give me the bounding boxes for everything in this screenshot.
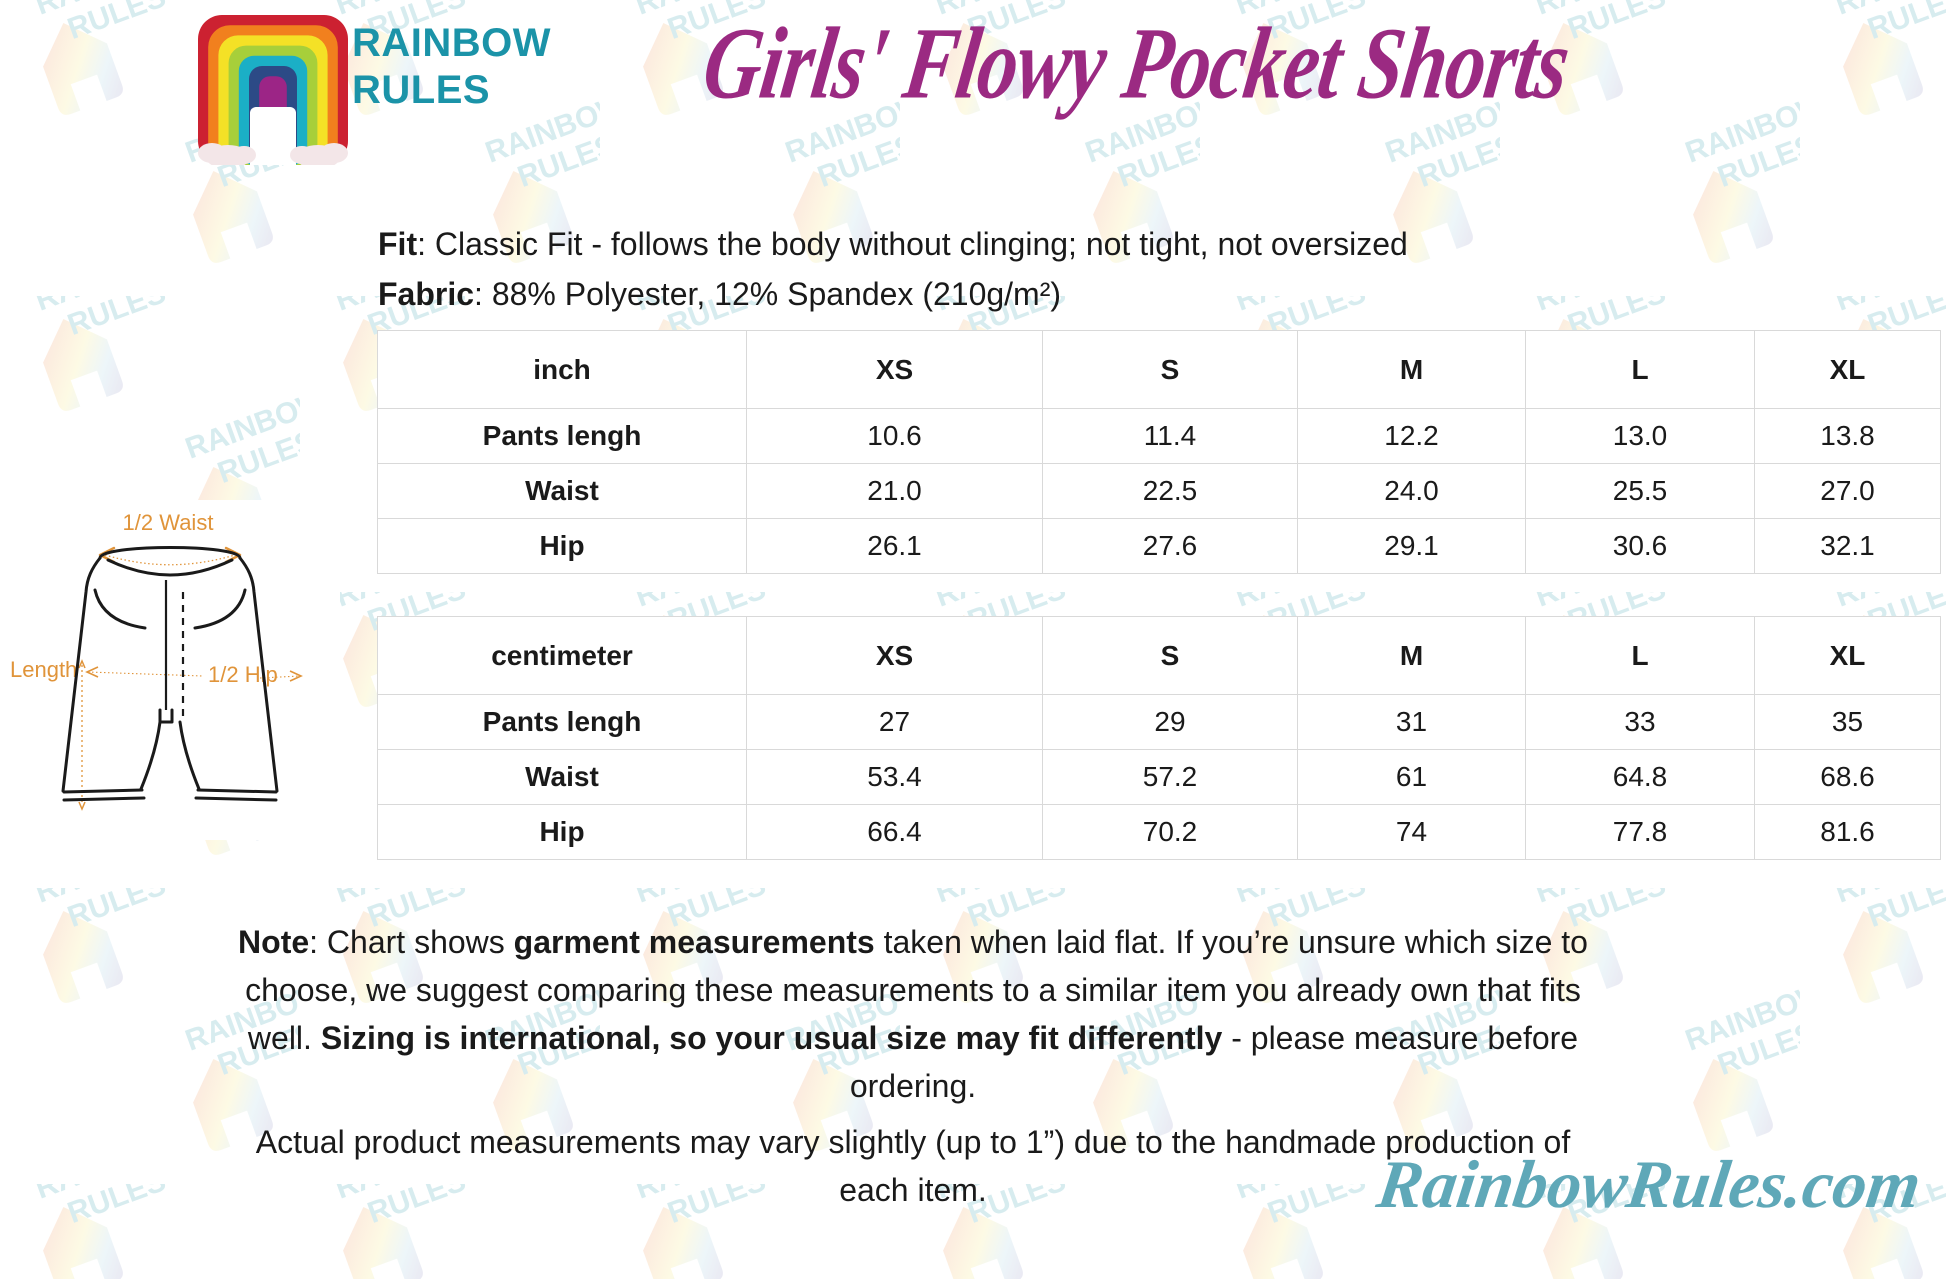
svg-text:1/2 Waist: 1/2 Waist (123, 510, 214, 535)
svg-text:Length: Length (10, 657, 77, 682)
svg-text:1/2 Hip: 1/2 Hip (208, 662, 278, 687)
